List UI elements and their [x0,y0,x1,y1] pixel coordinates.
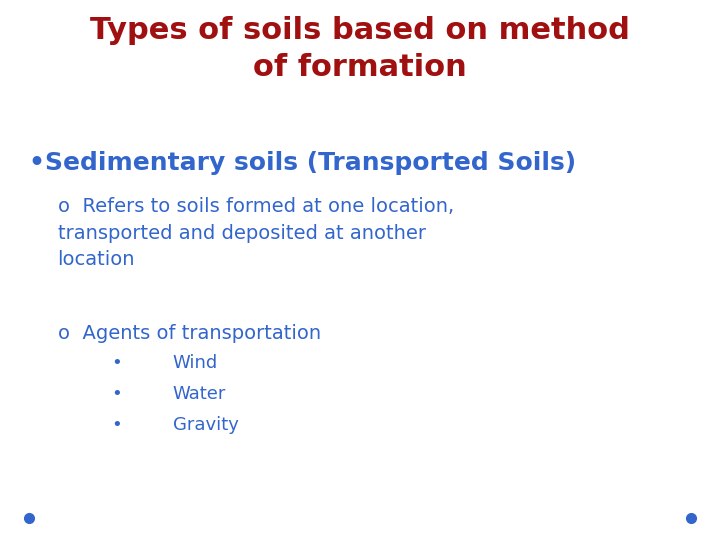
Text: Types of soils based on method
of formation: Types of soils based on method of format… [90,16,630,82]
Text: •: • [112,354,122,372]
Text: •: • [112,385,122,403]
Text: •: • [112,416,122,434]
Text: o  Refers to soils formed at one location,
transported and deposited at another
: o Refers to soils formed at one location… [58,197,454,269]
Text: Gravity: Gravity [173,416,238,434]
Text: •Sedimentary soils (Transported Soils): •Sedimentary soils (Transported Soils) [29,151,576,175]
Text: Wind: Wind [173,354,218,372]
Text: Water: Water [173,385,226,403]
Text: o  Agents of transportation: o Agents of transportation [58,324,320,343]
